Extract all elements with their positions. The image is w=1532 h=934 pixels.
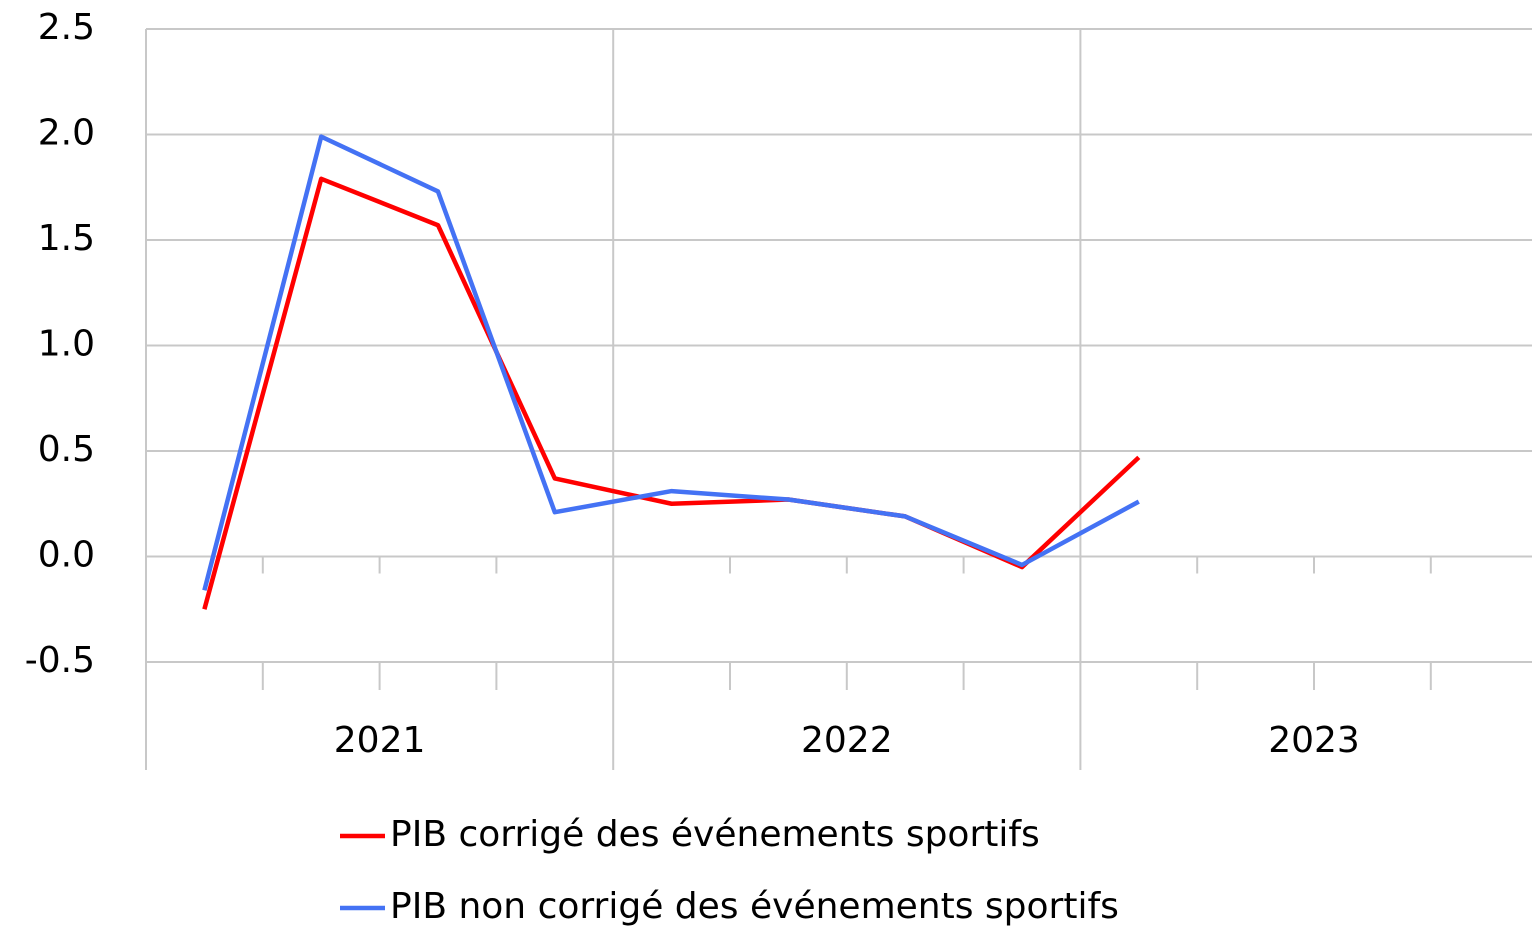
- series-line: [202, 176, 1141, 610]
- y-tick-label: 0.5: [38, 429, 95, 470]
- y-tick-label: 1.5: [38, 218, 95, 259]
- x-year-label: 2023: [1268, 720, 1360, 761]
- y-tick-label: 1.0: [38, 324, 95, 365]
- y-tick-label: 2.0: [38, 113, 95, 154]
- legend-label: PIB corrigé des événements sportifs: [390, 814, 1040, 855]
- x-year-label: 2022: [801, 720, 893, 761]
- series-line: [202, 134, 1140, 591]
- y-tick-label: 0.0: [38, 535, 95, 576]
- y-tick-label: -0.5: [25, 640, 95, 681]
- x-year-label: 2021: [334, 720, 426, 761]
- legend-label: PIB non corrigé des événements sportifs: [390, 886, 1119, 927]
- y-tick-label: 2.5: [38, 7, 95, 48]
